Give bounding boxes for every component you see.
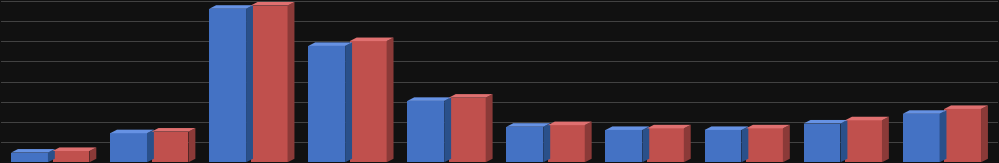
Bar xyxy=(903,114,939,162)
Polygon shape xyxy=(387,37,394,162)
Polygon shape xyxy=(903,110,946,114)
Polygon shape xyxy=(11,149,55,153)
Polygon shape xyxy=(48,149,55,162)
Bar xyxy=(53,151,89,162)
Polygon shape xyxy=(246,5,253,162)
Bar xyxy=(152,132,189,162)
Polygon shape xyxy=(543,123,550,162)
Polygon shape xyxy=(110,130,154,133)
Polygon shape xyxy=(251,2,295,6)
Polygon shape xyxy=(350,37,394,41)
Polygon shape xyxy=(89,148,96,162)
Bar xyxy=(605,130,642,162)
Polygon shape xyxy=(506,123,550,127)
Polygon shape xyxy=(746,125,790,128)
Polygon shape xyxy=(704,126,748,130)
Polygon shape xyxy=(408,97,452,101)
Polygon shape xyxy=(147,130,154,162)
Bar xyxy=(506,127,543,162)
Bar xyxy=(309,46,345,162)
Bar xyxy=(251,6,288,162)
Polygon shape xyxy=(845,117,889,120)
Bar xyxy=(350,41,387,162)
Bar xyxy=(746,128,783,162)
Polygon shape xyxy=(944,105,988,109)
Polygon shape xyxy=(684,125,690,162)
Polygon shape xyxy=(803,120,847,124)
Polygon shape xyxy=(882,117,889,162)
Polygon shape xyxy=(547,122,591,125)
Bar xyxy=(647,128,684,162)
Polygon shape xyxy=(584,122,591,162)
Polygon shape xyxy=(209,5,253,9)
Bar xyxy=(110,133,147,162)
Polygon shape xyxy=(783,125,790,162)
Polygon shape xyxy=(840,120,847,162)
Bar xyxy=(803,124,840,162)
Polygon shape xyxy=(981,105,988,162)
Polygon shape xyxy=(445,97,452,162)
Polygon shape xyxy=(605,126,649,130)
Bar xyxy=(11,153,48,162)
Bar xyxy=(547,125,584,162)
Bar xyxy=(845,120,882,162)
Bar xyxy=(944,109,981,162)
Bar xyxy=(209,9,246,162)
Polygon shape xyxy=(449,94,493,98)
Polygon shape xyxy=(642,126,649,162)
Bar xyxy=(449,98,486,162)
Polygon shape xyxy=(647,125,690,128)
Polygon shape xyxy=(288,2,295,162)
Polygon shape xyxy=(152,128,196,132)
Polygon shape xyxy=(486,94,493,162)
Polygon shape xyxy=(53,148,96,151)
Polygon shape xyxy=(309,42,352,46)
Polygon shape xyxy=(345,42,352,162)
Bar xyxy=(704,130,741,162)
Bar xyxy=(408,101,445,162)
Polygon shape xyxy=(939,110,946,162)
Polygon shape xyxy=(189,128,196,162)
Polygon shape xyxy=(741,126,748,162)
